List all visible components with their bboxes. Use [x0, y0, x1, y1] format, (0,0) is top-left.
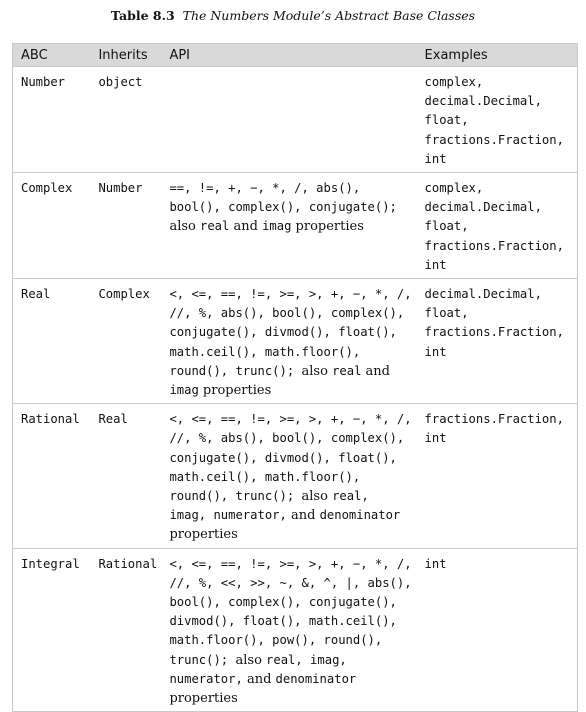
inherits-cell: Number	[90, 172, 162, 279]
abc-cell: Complex	[12, 172, 91, 279]
example-type: fractions.Fraction,	[424, 238, 564, 253]
table-body: Number object complex, decimal.Decimal, fl…	[12, 65, 578, 712]
api-cell: <, <=, ==, !=, >=, >, +, −, *, /, //, %,…	[161, 278, 417, 404]
example-type: float,	[424, 219, 469, 234]
api-text-run: also	[301, 489, 333, 505]
api-text-run: and	[361, 363, 390, 379]
example-type: float,	[424, 113, 469, 128]
api-text-run: properties	[169, 527, 238, 543]
table-row: Rational Real <, <=, ==, !=, >=, >, +, −…	[12, 403, 578, 549]
api-text-run: also	[235, 652, 267, 668]
abc-cell: Number	[12, 65, 91, 173]
api-text-run: properties	[291, 219, 364, 235]
table-row: Number object complex, decimal.Decimal, fl…	[12, 65, 578, 173]
api-code-run: <, <=, ==, !=, >=, >, +, −, *, /, //, %,…	[169, 412, 412, 504]
table-caption: Table 8.3 The Numbers Module’s Abstract …	[0, 8, 586, 23]
examples-cell: int	[416, 547, 578, 712]
api-cell: ==, !=, +, −, *, /, abs(), bool(), compl…	[161, 172, 417, 279]
api-text-run: and	[242, 671, 276, 687]
examples-cell: complex, decimal.Decimal, float, fractions.…	[416, 172, 578, 279]
example-type: int	[424, 556, 447, 571]
api-code-run: real	[332, 363, 362, 378]
numbers-abc-table: ABC Inherits API Examples Number object …	[12, 43, 578, 712]
api-code-run: imag	[169, 383, 199, 398]
example-type: fractions.Fraction,	[424, 132, 564, 147]
api-code-run: <, <=, ==, !=, >=, >, +, −, *, /, //, %,…	[169, 556, 412, 667]
table-row: Real Complex <, <=, ==, !=, >=, >, +, −,…	[12, 278, 578, 404]
api-code-run: denominator	[275, 671, 357, 686]
api-cell: <, <=, ==, !=, >=, >, +, −, *, /, //, %,…	[161, 547, 417, 712]
header-examples: Examples	[416, 43, 578, 67]
header-api: API	[161, 43, 417, 67]
table-title: The Numbers Module’s Abstract Base Class…	[182, 8, 476, 23]
api-text-run: also	[169, 219, 200, 235]
example-type: decimal.Decimal,	[424, 287, 542, 302]
header-row: ABC Inherits API Examples	[12, 43, 578, 67]
examples-cell: complex, decimal.Decimal, float, fractions.…	[416, 65, 578, 173]
example-type: int	[424, 257, 447, 272]
inherits-cell: object	[90, 65, 162, 173]
examples-cell: decimal.Decimal, float, fractions.Fraction…	[416, 278, 578, 404]
table-number: Table 8.3	[110, 8, 175, 23]
api-cell	[161, 65, 417, 173]
table-row: Complex Number ==, !=, +, −, *, /, abs()…	[12, 172, 578, 279]
api-text-run: properties	[198, 383, 272, 399]
example-type: decimal.Decimal,	[424, 200, 542, 215]
api-text-run: and	[229, 219, 263, 235]
api-text-run: properties	[169, 691, 238, 707]
inherits-cell: Rational	[90, 547, 162, 712]
example-type: int	[424, 151, 447, 166]
inherits-cell: Complex	[90, 278, 162, 404]
api-code-run: <, <=, ==, !=, >=, >, +, −, *, /, //, %,…	[169, 287, 412, 378]
api-text-run: also	[301, 363, 333, 379]
example-type: int	[424, 344, 447, 359]
header-abc: ABC	[12, 43, 91, 67]
example-type: fractions.Fraction,	[424, 325, 564, 340]
examples-cell: fractions.Fraction, int	[416, 403, 578, 549]
example-type: decimal.Decimal,	[424, 94, 542, 109]
api-code-run: real, imag, numerator,	[169, 489, 369, 523]
api-code-run: imag	[262, 219, 292, 234]
example-type: complex,	[424, 181, 484, 196]
api-code-run: ==, !=, +, −, *, /, abs(), bool(), compl…	[169, 181, 397, 215]
example-type: float,	[424, 306, 469, 321]
abc-cell: Rational	[12, 403, 91, 549]
api-code-run: denominator	[319, 508, 401, 523]
api-cell: <, <=, ==, !=, >=, >, +, −, *, /, //, %,…	[161, 403, 417, 549]
header-inherits: Inherits	[90, 43, 162, 67]
abc-cell: Integral	[12, 547, 91, 712]
example-type: int	[424, 431, 447, 446]
example-type: fractions.Fraction,	[424, 412, 564, 427]
inherits-cell: Real	[90, 403, 162, 549]
api-text-run: and	[286, 508, 320, 524]
api-code-run: real	[199, 219, 230, 234]
table-row: Integral Rational <, <=, ==, !=, >=, >, …	[12, 547, 578, 712]
example-type: complex,	[424, 75, 484, 89]
abc-cell: Real	[12, 278, 91, 404]
